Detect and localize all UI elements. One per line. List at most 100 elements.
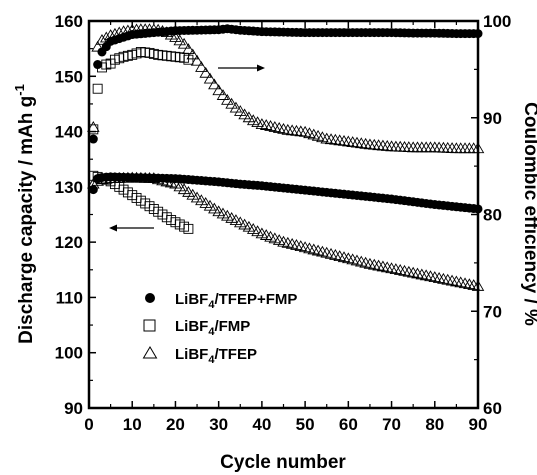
x-tick-label: 80	[425, 415, 444, 434]
tfep-capacity-point	[398, 264, 411, 276]
tfep-capacity-point	[294, 240, 308, 252]
tfep-capacity-point	[91, 174, 104, 186]
tfep-capacity-point	[285, 237, 299, 249]
tfep-capacity-point	[164, 176, 178, 188]
tfep-capacity-point	[95, 173, 109, 185]
x-tick-label: 60	[339, 415, 358, 434]
tfep-efficiency-point	[87, 121, 100, 132]
tfep-efficiency-point	[199, 66, 212, 78]
y-right-axis-title: Coulombic efficiency / %	[520, 102, 537, 326]
legend-marker-tfep-fmp	[145, 293, 155, 303]
tfep-capacity-point	[424, 270, 437, 282]
tfep-capacity-point	[411, 267, 424, 279]
tfep-efficiency-point	[324, 133, 338, 145]
tfep-efficiency-point	[177, 37, 191, 49]
x-tick-label: 30	[209, 415, 228, 434]
tfep-efficiency-point	[329, 133, 342, 145]
tfep-efficiency-point	[121, 24, 135, 36]
tfep-fmp-capacity-point	[473, 204, 483, 214]
tfep-efficiency-point	[268, 121, 282, 132]
fmp-capacity-point	[183, 223, 194, 234]
tfep-capacity-point	[406, 266, 420, 278]
tfep-capacity-point	[333, 250, 346, 261]
tfep-efficiency-point	[100, 31, 113, 43]
tfep-efficiency-point	[350, 136, 364, 148]
tfep-capacity-point	[463, 278, 476, 290]
tfep-capacity-point	[437, 272, 450, 284]
legend-label-tfep: LiBF4/TFEP	[175, 346, 257, 366]
tfep-capacity-point	[290, 239, 303, 250]
legend: LiBF4/TFEP+FMP LiBF4/FMP LiBF4/TFEP	[142, 291, 297, 366]
tfep-capacity-point	[441, 273, 455, 285]
tfep-efficiency-point	[225, 97, 238, 109]
tfep-capacity-point	[298, 241, 312, 253]
tfep-efficiency-point	[182, 43, 195, 54]
tfep-efficiency-point	[169, 31, 182, 42]
y-left-tick-label: 110	[56, 288, 83, 307]
tfep-capacity-point	[355, 255, 368, 267]
tfep-efficiency-point	[285, 124, 299, 136]
tfep-efficiency-point	[294, 125, 308, 137]
tfep-capacity-point	[87, 177, 100, 189]
fmp-efficiency-point	[92, 83, 103, 94]
tfep-fmp-efficiency-point	[88, 134, 98, 144]
x-tick-label: 90	[469, 415, 488, 434]
tfep-efficiency-point	[112, 26, 126, 38]
x-tick-label: 40	[252, 415, 271, 434]
tfep-capacity-point	[454, 276, 467, 288]
tfep-capacity-point	[151, 173, 165, 185]
right-axis-arrow	[218, 64, 265, 72]
tfep-capacity-point	[329, 249, 342, 260]
tfep-capacity-point	[100, 172, 113, 184]
x-tick-label: 50	[296, 415, 315, 434]
left-axis-arrow	[109, 224, 154, 232]
tfep-efficiency-point	[471, 142, 485, 154]
tfep-capacity-point	[350, 254, 364, 266]
y-left-tick-label: 120	[55, 233, 83, 252]
y-right-tick-label: 70	[483, 302, 502, 321]
y-right-tick-label: 80	[483, 206, 502, 225]
tfep-capacity-point	[385, 262, 398, 274]
legend-label-fmp: LiBF4/FMP	[175, 318, 250, 338]
y-left-tick-label: 130	[55, 178, 83, 197]
tfep-capacity-point	[458, 277, 472, 289]
tfep-efficiency-point	[355, 137, 368, 149]
tfep-capacity-point	[419, 269, 433, 281]
tfep-efficiency-point	[208, 78, 221, 90]
tfep-capacity-point	[471, 279, 485, 291]
tfep-efficiency-point	[190, 54, 204, 66]
y-left-tick-label: 100	[55, 344, 83, 363]
tfep-capacity-point	[316, 245, 329, 257]
tfep-efficiency-point	[346, 136, 359, 147]
tfep-efficiency-point	[264, 120, 277, 131]
legend-marker-tfep	[142, 346, 158, 359]
tfep-capacity-point	[160, 175, 174, 187]
tfep-capacity-point	[346, 253, 359, 265]
tfep-efficiency-point	[108, 27, 122, 39]
x-tick-label: 20	[166, 415, 185, 434]
tfep-capacity-point	[467, 279, 480, 290]
data-marks	[87, 23, 485, 291]
x-tick-label: 0	[84, 415, 93, 434]
tfep-capacity-point	[156, 174, 169, 186]
tfep-capacity-point	[367, 258, 381, 270]
tfep-efficiency-point	[186, 48, 200, 60]
y-left-tick-label: 90	[64, 399, 83, 418]
tfep-efficiency-point	[359, 137, 372, 149]
tfep-efficiency-point	[333, 134, 346, 146]
tfep-capacity-point	[342, 252, 355, 264]
axis-ticks: 0 10 20 30 40 50 60 70 80 90 90 100 110 120 130 140 150 1…	[55, 12, 512, 434]
tfep-efficiency-point	[173, 34, 187, 46]
tfep-capacity-point	[450, 275, 463, 287]
tfep-capacity-point	[380, 261, 394, 273]
plot-frame	[87, 19, 480, 410]
tfep-efficiency-point	[203, 72, 217, 84]
tfep-capacity-point	[277, 235, 290, 247]
tfep-capacity-point	[324, 247, 338, 259]
tfep-capacity-point	[281, 236, 295, 248]
tfep-capacity-point	[393, 264, 407, 275]
tfep-efficiency-point	[233, 105, 247, 116]
tfep-efficiency-point	[229, 101, 243, 113]
y-left-tick-label: 160	[55, 12, 83, 31]
